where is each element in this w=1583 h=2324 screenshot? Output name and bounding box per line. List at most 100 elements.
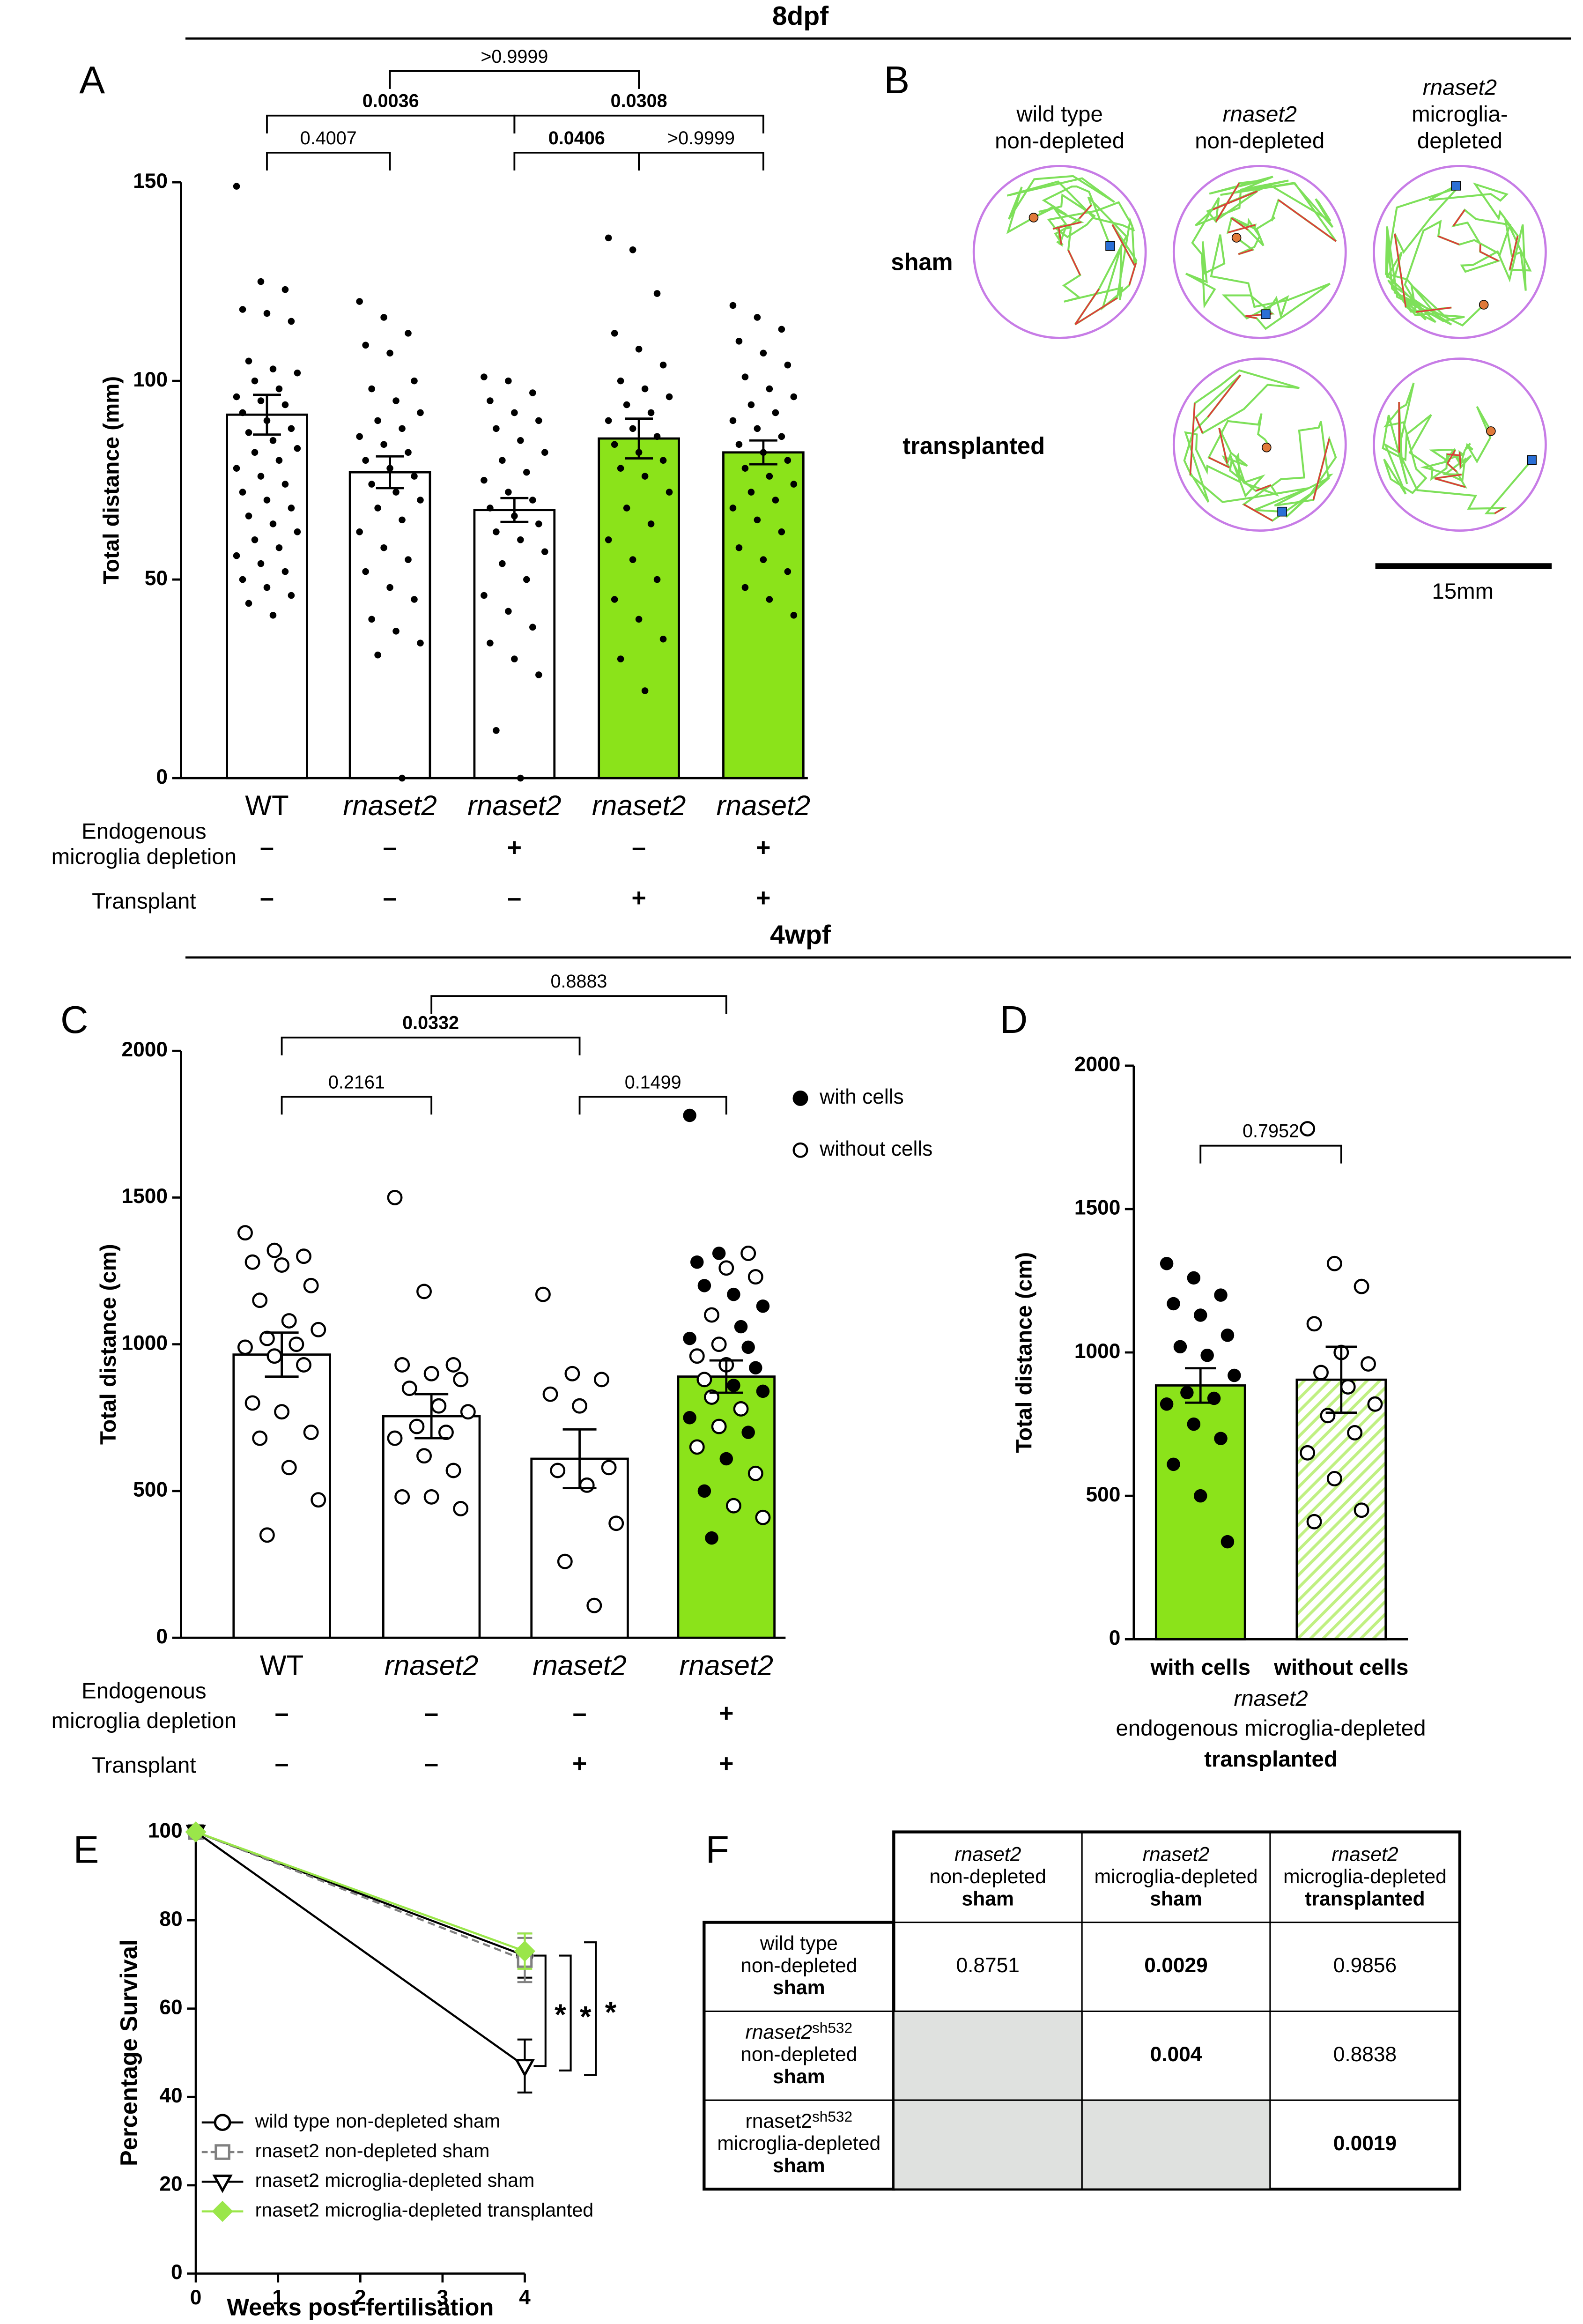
track-fast bbox=[1079, 204, 1092, 219]
data-point bbox=[237, 1339, 253, 1355]
column-title: microglia- bbox=[1412, 102, 1508, 126]
data-point bbox=[493, 425, 500, 432]
condition-label: Endogenous bbox=[81, 1679, 206, 1704]
data-point bbox=[754, 314, 761, 321]
data-point bbox=[766, 473, 773, 480]
track-fast bbox=[1189, 403, 1196, 475]
track-fast bbox=[1052, 221, 1081, 230]
data-point bbox=[605, 536, 612, 543]
row-label: non-depleted bbox=[740, 2043, 857, 2066]
y-tick-label: 80 bbox=[159, 1908, 182, 1930]
data-point bbox=[417, 497, 424, 504]
data-point bbox=[659, 635, 667, 643]
data-point bbox=[296, 1357, 311, 1373]
data-point bbox=[747, 401, 755, 408]
data-point bbox=[409, 1418, 425, 1434]
data-point bbox=[269, 612, 277, 619]
data-point bbox=[416, 1448, 432, 1464]
comparison-label: 0.0406 bbox=[548, 128, 605, 148]
panel-letter: C bbox=[60, 999, 88, 1041]
data-point bbox=[623, 401, 630, 408]
data-point bbox=[683, 1411, 696, 1425]
data-point bbox=[259, 1330, 275, 1346]
data-point bbox=[399, 425, 406, 432]
error-bar bbox=[1325, 1345, 1357, 1414]
data-point bbox=[505, 377, 512, 385]
y-axis-label: Percentage Survival bbox=[115, 1939, 142, 2166]
track-fast bbox=[1278, 199, 1337, 242]
x-tick-label: rnaset2 bbox=[717, 790, 811, 821]
data-point bbox=[251, 377, 259, 385]
start-marker bbox=[1451, 181, 1461, 191]
data-point bbox=[233, 393, 240, 401]
row-label: non-depleted bbox=[740, 1954, 857, 1977]
data-point bbox=[1214, 1288, 1228, 1302]
data-point bbox=[387, 1189, 403, 1205]
comparison-label: >0.9999 bbox=[667, 128, 735, 148]
data-point bbox=[405, 449, 412, 456]
legend-label: without cells bbox=[819, 1137, 932, 1160]
data-point bbox=[711, 1336, 727, 1352]
data-point bbox=[387, 1430, 403, 1446]
data-point bbox=[251, 536, 259, 543]
data-point bbox=[529, 497, 536, 504]
start-marker bbox=[1105, 241, 1115, 251]
data-point bbox=[405, 556, 412, 563]
comparison-bracket bbox=[1199, 1144, 1342, 1164]
track-fast bbox=[1245, 315, 1257, 319]
data-point bbox=[1214, 1432, 1228, 1445]
data-point bbox=[735, 338, 743, 345]
data-point bbox=[579, 1477, 595, 1493]
legend-symbol bbox=[792, 1090, 808, 1106]
data-point bbox=[1326, 1470, 1342, 1486]
data-point bbox=[438, 1425, 454, 1440]
data-point bbox=[239, 409, 246, 416]
data-point bbox=[269, 520, 277, 527]
data-point bbox=[386, 349, 393, 357]
data-point bbox=[1367, 1396, 1383, 1412]
error-bar bbox=[500, 497, 529, 523]
data-point bbox=[1221, 1329, 1235, 1342]
data-point bbox=[697, 1279, 711, 1292]
y-tick-label: 500 bbox=[133, 1478, 168, 1501]
marker bbox=[514, 1940, 536, 1962]
data-point bbox=[1306, 1316, 1322, 1332]
data-point bbox=[741, 1340, 755, 1354]
data-point bbox=[653, 290, 661, 297]
track-fast bbox=[1074, 297, 1118, 325]
track bbox=[1183, 369, 1337, 522]
arena bbox=[1373, 164, 1547, 339]
data-point bbox=[423, 1366, 439, 1381]
allele: sh532 bbox=[812, 2020, 852, 2036]
data-point bbox=[368, 385, 375, 393]
error-bar bbox=[376, 455, 404, 490]
track-fast bbox=[1058, 227, 1062, 245]
data-point bbox=[517, 437, 524, 444]
data-point bbox=[244, 1254, 260, 1270]
condition-label: Transplant bbox=[92, 1753, 196, 1778]
table-header: rnaset2 bbox=[1331, 1843, 1398, 1865]
data-point bbox=[1300, 1121, 1316, 1136]
header: 4wpf bbox=[770, 920, 831, 950]
data-point bbox=[244, 1395, 260, 1411]
legend-label: rnaset2 non-depleted sham bbox=[255, 2140, 490, 2161]
track-fast bbox=[1218, 428, 1228, 464]
track-fast bbox=[1128, 263, 1137, 286]
data-point bbox=[257, 473, 265, 480]
header: 8dpf bbox=[772, 1, 829, 31]
data-point bbox=[233, 552, 240, 559]
data-point bbox=[1354, 1278, 1369, 1294]
y-tick-label: 1000 bbox=[1074, 1340, 1121, 1363]
data-point bbox=[564, 1366, 580, 1381]
y-axis-label: Total distance (cm) bbox=[96, 1244, 121, 1445]
data-point bbox=[401, 1381, 417, 1396]
y-tick-label: 20 bbox=[159, 2173, 182, 2196]
data-point bbox=[683, 1331, 696, 1345]
data-point bbox=[629, 246, 636, 253]
data-point bbox=[623, 505, 630, 512]
data-point bbox=[712, 1247, 726, 1260]
data-point bbox=[529, 624, 536, 631]
x-tick-label: rnaset2 bbox=[592, 790, 686, 821]
data-point bbox=[690, 1255, 704, 1269]
table-header: transplanted bbox=[1305, 1887, 1425, 1910]
